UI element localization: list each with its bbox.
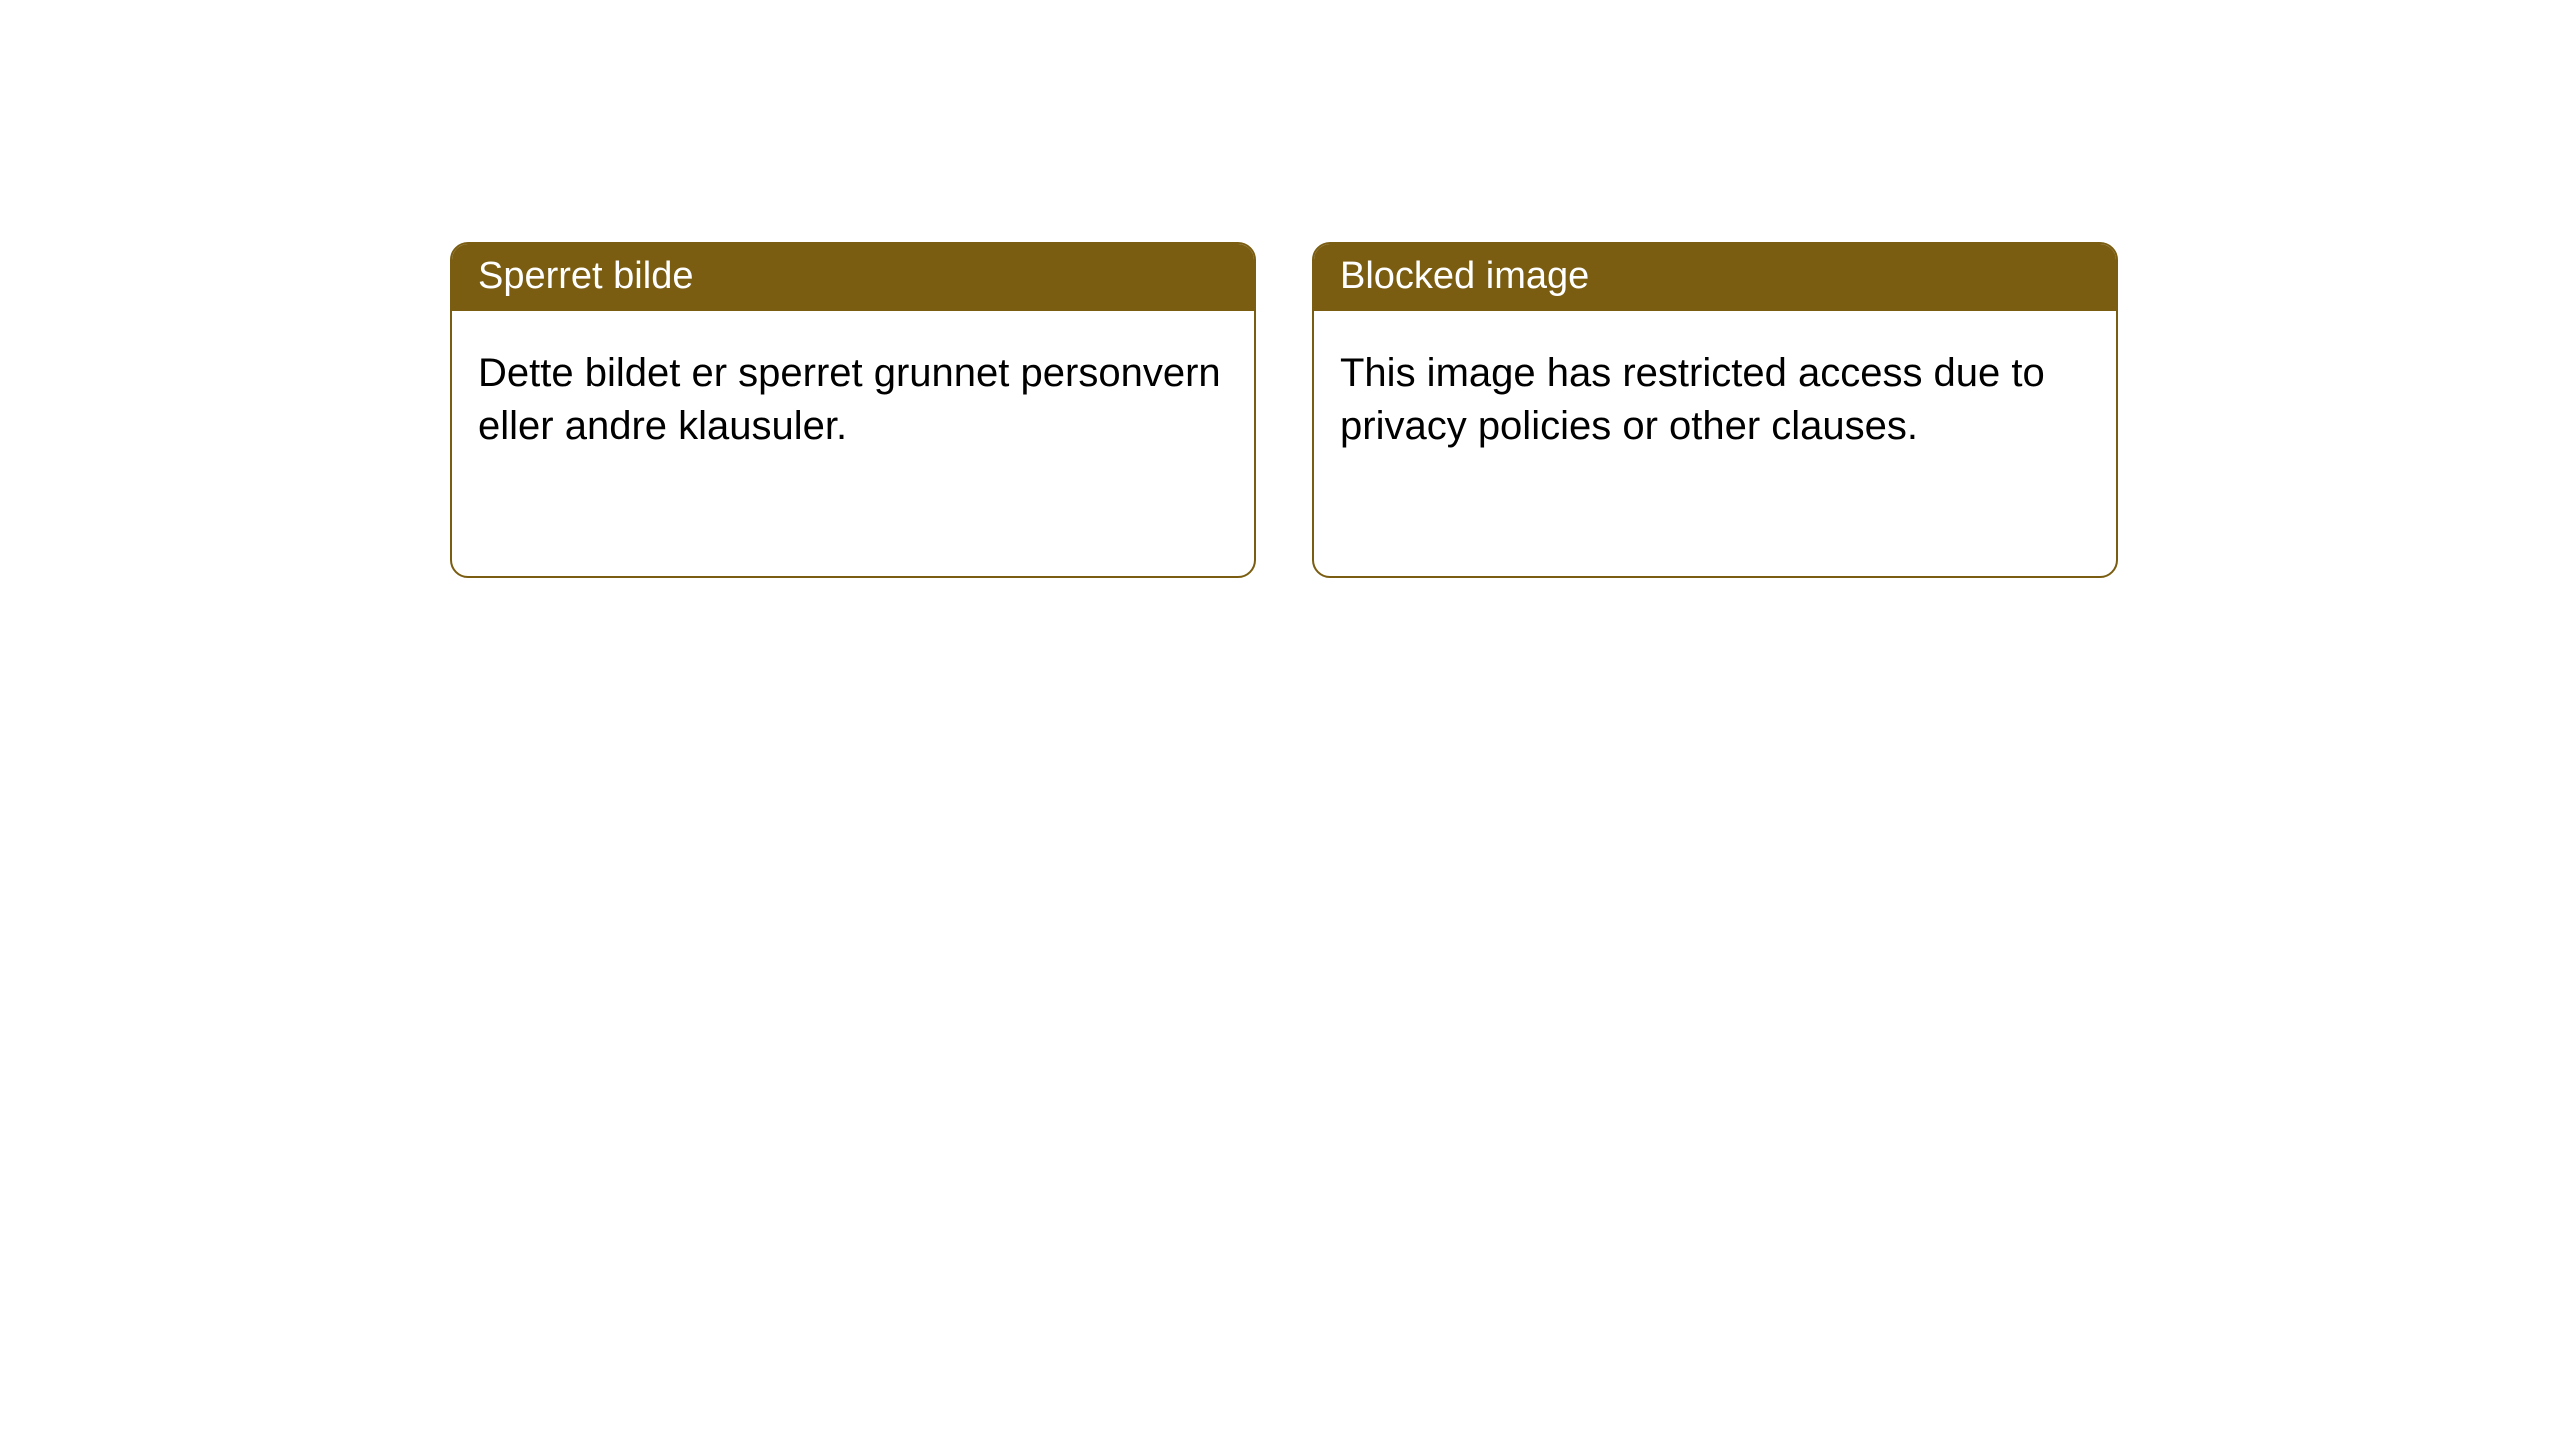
card-body: This image has restricted access due to … bbox=[1314, 311, 2116, 479]
blocked-image-card-en: Blocked image This image has restricted … bbox=[1312, 242, 2118, 578]
blocked-image-card-no: Sperret bilde Dette bildet er sperret gr… bbox=[450, 242, 1256, 578]
card-body: Dette bildet er sperret grunnet personve… bbox=[452, 311, 1254, 479]
card-header: Blocked image bbox=[1314, 244, 2116, 311]
card-header: Sperret bilde bbox=[452, 244, 1254, 311]
notice-container: Sperret bilde Dette bildet er sperret gr… bbox=[0, 0, 2560, 578]
